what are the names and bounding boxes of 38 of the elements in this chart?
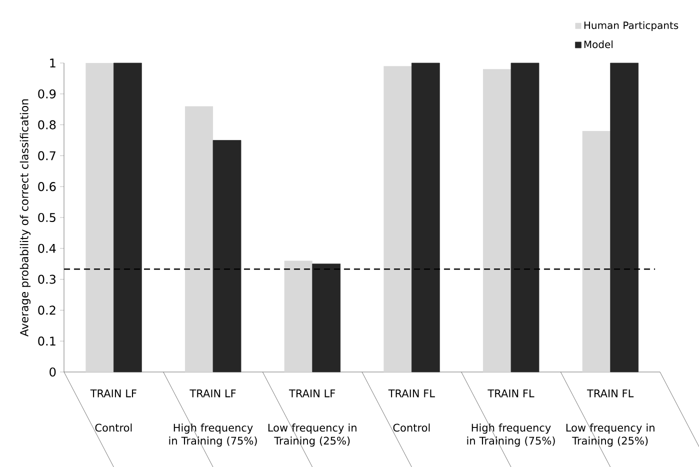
text: TRAIN LF [190, 390, 236, 398]
text: TRAIN FL [488, 390, 534, 398]
bar [212, 140, 242, 372]
y-tick-label: 0.5 [38, 212, 56, 222]
y-tick-label: 0.9 [38, 89, 56, 98]
x-tick-label: High frequency in Training (75%) [467, 424, 555, 447]
y-tick-label: 0.4 [38, 244, 56, 253]
bar [610, 62, 639, 372]
x-tick-label: High frequency in Training (75%) [169, 424, 257, 447]
text: TRAIN FL [586, 390, 634, 398]
bar [510, 62, 540, 372]
bar [312, 264, 341, 372]
x-tick-label: Low frequency in Training (25%) [268, 424, 356, 447]
y-tick-label: 0.7 [38, 151, 56, 160]
bar [113, 62, 142, 372]
text: TRAIN LF [90, 390, 136, 398]
bar [483, 69, 512, 372]
y-tick-label: 0.3 [38, 274, 56, 284]
y-tick-label: 0.6 [38, 182, 56, 192]
y-tick-label: 0 [50, 367, 56, 377]
text: TRAIN LF [288, 390, 336, 398]
y-tick-label: 0.2 [38, 306, 56, 315]
y-tick-label: 1 [50, 58, 56, 68]
bar [185, 106, 214, 372]
legend-label: Human Particpants [584, 21, 678, 32]
bar [86, 63, 114, 372]
bar [411, 62, 440, 372]
x-tick-label: Low frequency in Training (25%) [566, 424, 654, 447]
x-tick-label: Control [95, 424, 132, 432]
y-tick-label: 0.1 [38, 336, 56, 346]
legend-label: Model [584, 40, 613, 48]
text: TRAIN FL [388, 390, 435, 398]
bar [582, 130, 610, 372]
y-axis-title: Average probability of correct classification [20, 99, 31, 336]
bar [384, 66, 412, 372]
x-tick-label: Control [393, 424, 430, 432]
y-tick-label: 0.8 [38, 120, 56, 130]
bar [284, 260, 312, 372]
